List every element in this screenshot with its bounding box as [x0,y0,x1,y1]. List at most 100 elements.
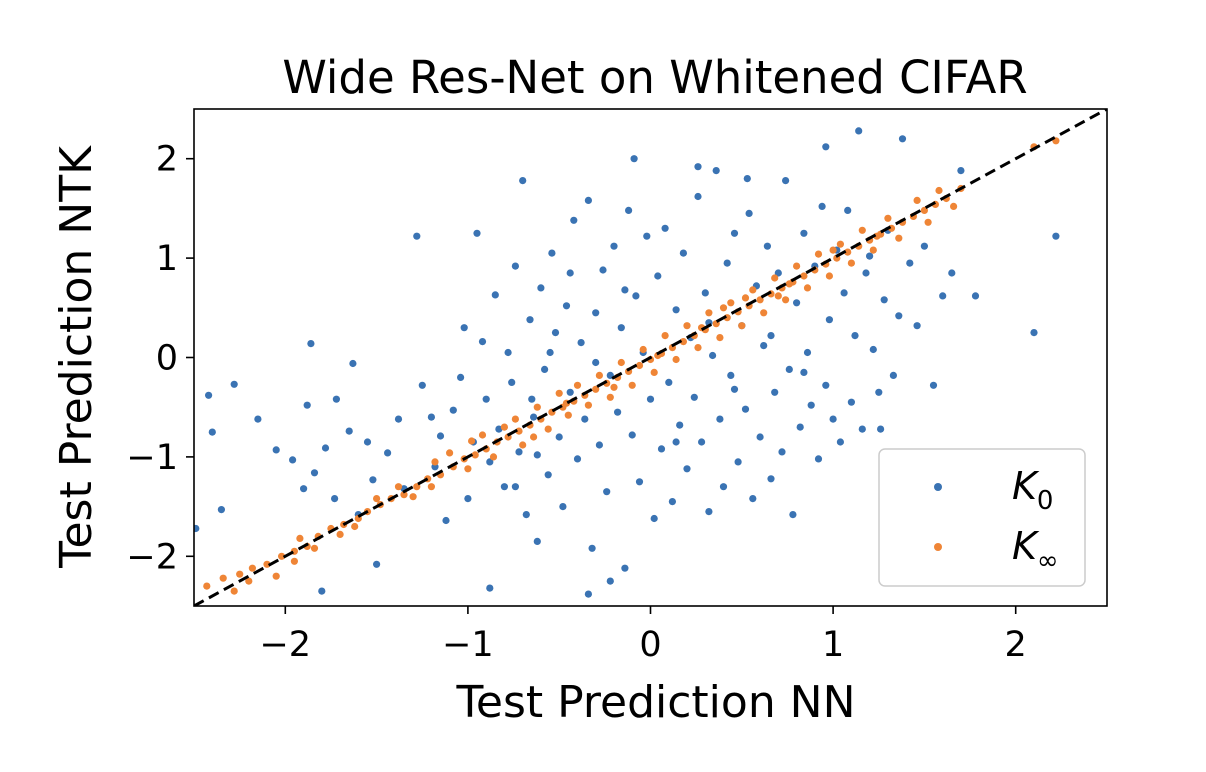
kinf-point [829,246,837,254]
kinf-point [793,262,801,270]
kinf-point [679,338,688,346]
kinf-point [564,411,572,419]
y-tick-label: −1 [126,438,178,478]
k0-point [457,373,465,381]
kinf-point [628,381,636,389]
kinf-point [245,577,253,585]
k0-point [650,514,658,523]
k0-point [701,289,709,297]
k0-point [814,455,823,463]
k0-point [606,577,614,585]
kinf-point [236,570,244,578]
legend-marker-kinf [934,543,942,551]
k0-point [566,269,574,277]
kinf-point [296,534,304,543]
k0-point [272,446,280,454]
legend-k0-base: K [1012,464,1040,508]
k0-point [782,177,790,185]
kinf-point [606,393,614,401]
kinf-point [373,495,381,503]
k0-point [800,368,808,376]
k0-point [723,259,731,267]
kinf-point [803,284,812,292]
data-points [194,127,1060,598]
k0-point [730,229,739,237]
x-tick-label: 0 [639,625,661,665]
k0-point [541,365,549,373]
k0-point [1052,232,1060,240]
k0-point [413,232,421,240]
kinf-point [771,274,779,282]
k0-point [559,503,567,511]
k0-point [511,262,519,270]
k0-point [913,322,921,330]
k0-point [818,202,826,210]
kinf-point [595,371,604,379]
k0-point [544,471,552,479]
k0-point [643,232,651,240]
k0-point [756,433,764,441]
k0-point [709,351,717,360]
kinf-point [471,451,479,459]
k0-point [436,432,445,440]
chart-title: Wide Res-Net on Whitened CIFAR [282,51,1027,104]
legend-frame [878,448,1086,587]
kinf-point [544,425,552,433]
kinf-point [950,202,958,210]
k0-point [971,292,980,300]
x-axis-label: Test Prediction NN [455,677,855,728]
k0-point [749,495,757,503]
k0-point [555,433,563,441]
k0-point [331,495,339,503]
kinf-point [248,564,256,572]
k0-point [345,427,353,435]
kinf-point [230,587,238,595]
kinf-point [924,218,932,226]
k0-point [763,242,772,250]
kinf-point [785,280,793,288]
k0-point [657,445,666,453]
k0-point [217,506,225,514]
k0-point [526,316,534,324]
k0-point [800,229,808,237]
kinf-point [639,345,647,354]
kinf-point [394,483,403,491]
k0-point [712,167,720,175]
k0-point [230,380,238,388]
k0-point [741,405,750,413]
kinf-point [716,334,724,342]
k0-point [522,510,530,519]
k0-point [551,329,560,337]
kinf-point [263,560,271,568]
k0-point [530,413,538,421]
kinf-point [913,196,921,204]
kinf-point [741,294,750,302]
k0-point [676,421,684,429]
k0-point [822,143,830,151]
kinf-point [683,322,691,330]
k0-point [646,395,655,403]
k0-point [519,177,527,185]
kinf-point [219,574,227,582]
k0-point [592,358,600,367]
k0-point [767,475,775,483]
k0-point [442,516,450,525]
k0-point [630,155,638,163]
k0-point [661,224,669,232]
k0-point [807,401,815,409]
kinf-point [336,530,344,539]
k0-point [862,269,870,277]
k0-point [205,391,213,399]
kinf-point [310,544,319,552]
k0-point [672,306,680,314]
k0-point [771,388,779,396]
k0-point [289,456,297,464]
k0-point [573,455,582,463]
kinf-point [203,582,211,590]
kinf-point [705,309,713,317]
k0-point [948,269,956,277]
k0-point [621,564,629,572]
k0-point [957,167,965,175]
k0-point [610,242,618,250]
x-tick-label: −2 [259,625,311,665]
